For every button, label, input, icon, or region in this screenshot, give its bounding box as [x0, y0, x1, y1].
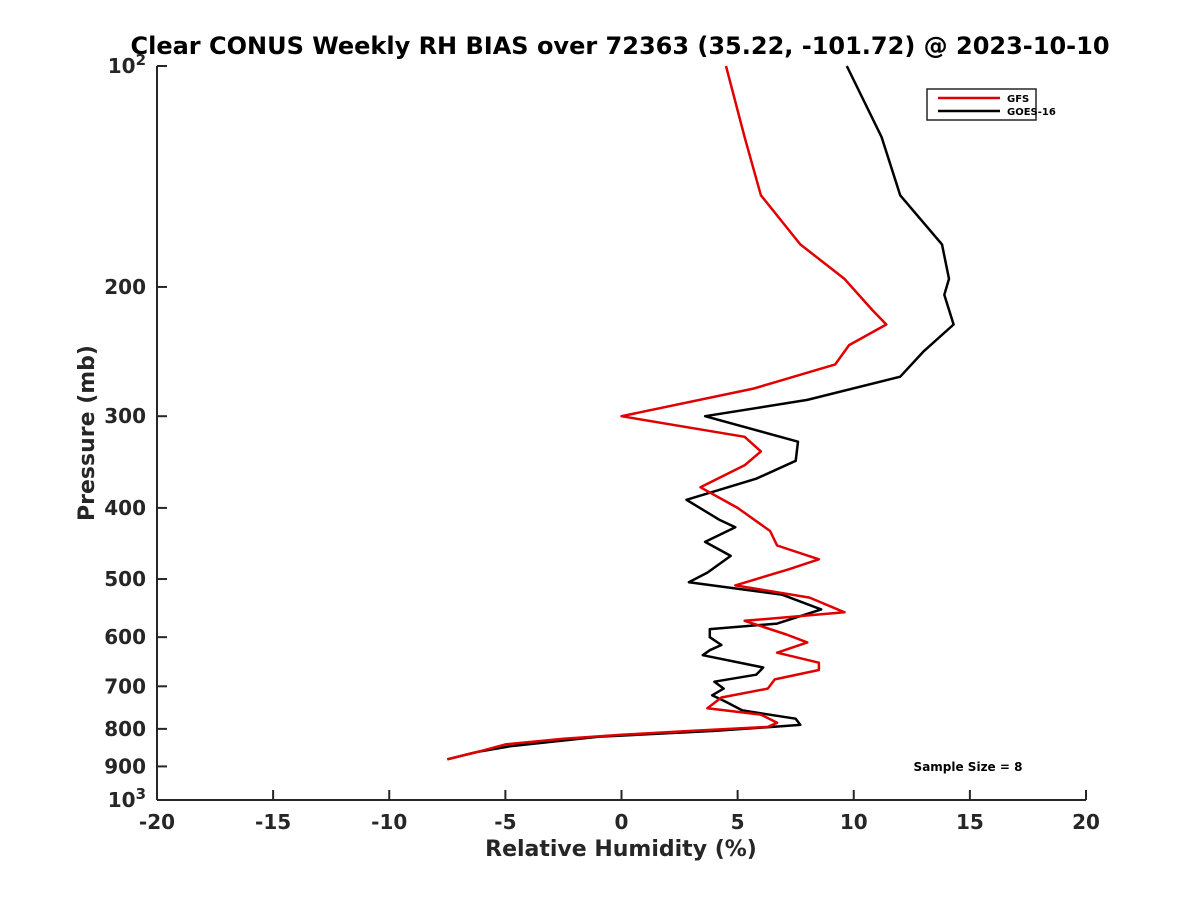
y-tick-label: 700: [104, 674, 146, 698]
x-tick-label: -5: [494, 810, 516, 834]
x-tick-label: 5: [731, 810, 745, 834]
y-tick-label: 500: [104, 567, 146, 591]
x-tick-label: -20: [139, 810, 175, 834]
y-tick-label: 103: [108, 785, 146, 812]
legend-box: [926, 88, 1037, 121]
axes: [156, 66, 1086, 801]
x-tick-label: -15: [255, 810, 291, 834]
y-tick-label: 300: [104, 404, 146, 428]
chart-title: Clear CONUS Weekly RH BIAS over 72363 (3…: [130, 32, 1109, 60]
y-tick-label: 900: [104, 754, 146, 778]
x-tick-label: -10: [371, 810, 407, 834]
y-tick-label: 400: [104, 496, 146, 520]
x-tick-label: 10: [840, 810, 868, 834]
series-line-goes-16: [447, 65, 955, 761]
y-axis-label: Pressure (mb): [75, 345, 100, 521]
y-tick-label: 200: [104, 275, 146, 299]
legend-label-gfs: GFS: [1007, 94, 1029, 105]
ticks: -20 -15 -10 -5 0 5 10 15 20 102 200 300 400 500 600 700…: [104, 51, 1100, 834]
x-tick-label: 20: [1072, 810, 1100, 834]
plot-lines: [447, 65, 955, 761]
legend: GFS GOES-16: [926, 88, 1056, 121]
y-tick-label: 600: [104, 625, 146, 649]
legend-label-goes-16: GOES-16: [1007, 107, 1056, 118]
x-axis-label: Relative Humidity (%): [485, 837, 757, 862]
x-tick-label: 0: [615, 810, 629, 834]
y-tick-label: 102: [108, 51, 146, 78]
y-tick-label: 800: [104, 717, 146, 741]
x-tick-label: 15: [956, 810, 984, 834]
series-line-gfs: [447, 65, 888, 761]
sample-size-annotation: Sample Size = 8: [914, 760, 1023, 774]
